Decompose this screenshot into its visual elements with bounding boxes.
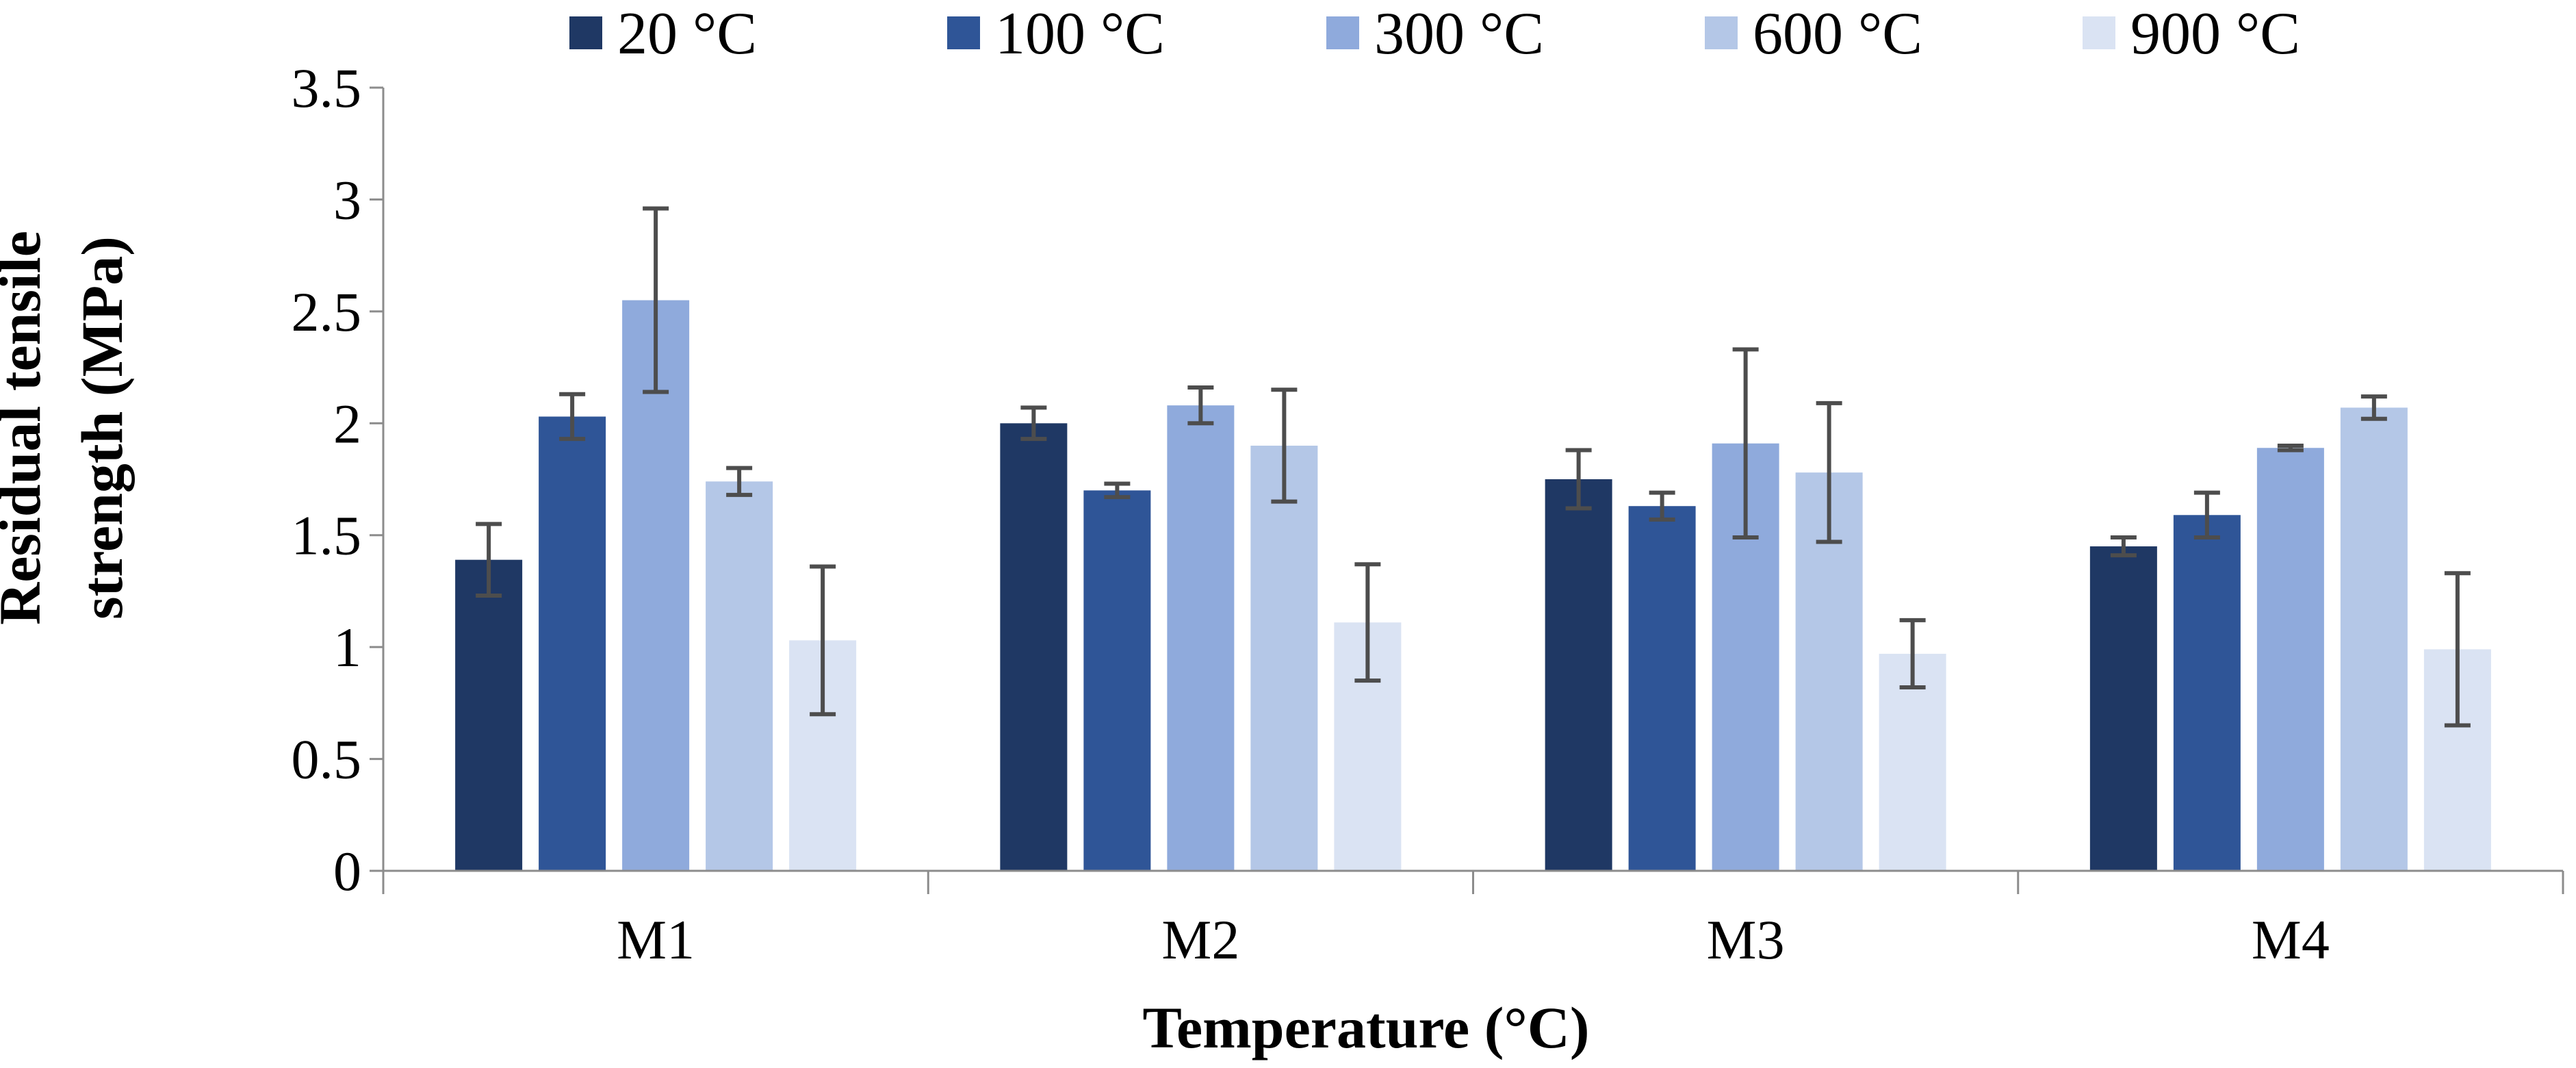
bar xyxy=(1083,490,1151,871)
legend-swatch xyxy=(947,16,980,49)
legend-swatch xyxy=(2083,16,2115,49)
bar xyxy=(455,559,523,871)
y-axis-title: Residual tensile strength (MPa) xyxy=(0,231,135,625)
bar xyxy=(1628,506,1696,871)
y-tick-label: 1 xyxy=(333,616,361,678)
bar xyxy=(1545,479,1612,871)
bar xyxy=(706,481,773,871)
y-axis-title-line-2: strength (MPa) xyxy=(69,236,135,620)
bar xyxy=(1000,423,1068,871)
legend-label: 20 °C xyxy=(617,1,757,67)
legend-swatch xyxy=(1326,16,1359,49)
x-axis: M1 M2 M3 M4 xyxy=(382,869,2564,971)
bar xyxy=(2340,407,2408,871)
legend-label: 900 °C xyxy=(2130,1,2300,67)
x-tick-label: M4 xyxy=(2252,908,2330,971)
bar xyxy=(622,300,690,871)
bar xyxy=(2089,546,2157,871)
y-tick-label: 2.5 xyxy=(292,281,362,343)
x-tick-label: M1 xyxy=(617,908,695,971)
y-tick-label: 1.5 xyxy=(292,505,362,567)
bar xyxy=(539,416,606,871)
legend-label: 600 °C xyxy=(1753,1,1922,67)
legend-swatch xyxy=(1705,16,1738,49)
y-tick-label: 0 xyxy=(333,840,361,902)
y-tick-label: 0.5 xyxy=(292,728,362,791)
y-tick-label: 3.5 xyxy=(292,57,362,119)
y-tick-label: 3 xyxy=(333,168,361,231)
bar xyxy=(1879,653,1946,871)
bar xyxy=(2256,448,2324,871)
x-tick-label: M2 xyxy=(1161,908,1239,971)
bar xyxy=(1167,405,1235,871)
bar xyxy=(1250,445,1318,871)
plot-area xyxy=(455,206,2491,871)
bar xyxy=(2173,515,2241,871)
y-axis-title-line-1: Residual tensile xyxy=(0,231,53,625)
y-tick-label: 2 xyxy=(333,392,361,455)
legend-label: 100 °C xyxy=(995,1,1165,67)
legend-swatch xyxy=(569,16,602,49)
x-tick-label: M3 xyxy=(1707,908,1785,971)
x-axis-title: Temperature (°C) xyxy=(1143,995,1590,1060)
y-axis: 0 0.5 1 1.5 2 2.5 3 3.5 xyxy=(292,57,385,902)
legend: 20 °C 100 °C 300 °C 600 °C 900 °C xyxy=(569,1,2300,67)
legend-label: 300 °C xyxy=(1374,1,1544,67)
